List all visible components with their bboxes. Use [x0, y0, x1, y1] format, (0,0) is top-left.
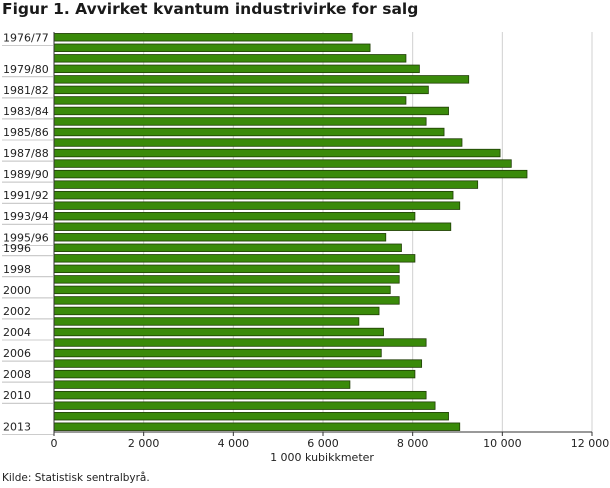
- category-label: 1991/92: [3, 189, 49, 202]
- x-tick-label: 0: [51, 437, 58, 450]
- bar-1991-92: [53, 190, 454, 200]
- category-label: 2010: [3, 389, 31, 402]
- bar-1997: [53, 254, 416, 263]
- bar-1985-86: [53, 127, 445, 137]
- x-tick-label: 4 000: [218, 437, 250, 450]
- bar-1992-93: [53, 201, 461, 210]
- bar-1977-78: [53, 43, 371, 52]
- bar-2012: [53, 412, 449, 421]
- bar-1986-87: [53, 138, 463, 147]
- category-labels: 1976/77 1979/80 1981/82 1983/84 1985/86 1987/…: [2, 31, 54, 436]
- bar-2010: [53, 390, 427, 400]
- category-label: 1976/77: [3, 31, 49, 44]
- bar-1995-96: [53, 233, 387, 242]
- bar-2006: [53, 348, 382, 358]
- bar-2009: [53, 380, 351, 389]
- category-label: 2000: [3, 284, 31, 297]
- bar-1993-94: [53, 212, 416, 221]
- bar-1989-90: [53, 169, 528, 179]
- bar-1982-83: [53, 96, 407, 105]
- category-label: 1989/90: [3, 168, 49, 181]
- category-label: 2008: [3, 368, 31, 381]
- category-label: 2004: [3, 326, 31, 339]
- category-label: 2006: [3, 347, 31, 360]
- bar-1988-89: [53, 159, 512, 168]
- bar-2011: [53, 401, 436, 410]
- category-label: 1993/94: [3, 210, 49, 223]
- category-label: 1995/96: [3, 231, 49, 244]
- category-label: 1996: [3, 242, 31, 255]
- bar-2005: [53, 338, 427, 347]
- category-label: 1998: [3, 263, 31, 276]
- x-tick-label: 2 000: [128, 437, 160, 450]
- bar-1984-85: [53, 117, 427, 126]
- x-tick-label: 10 000: [483, 437, 522, 450]
- source-note: Kilde: Statistisk sentralbyrå.: [2, 472, 150, 484]
- bar-1980-81: [53, 75, 470, 84]
- bar-1999: [53, 275, 400, 284]
- bar-2002: [53, 306, 380, 316]
- bar-1990-91: [53, 180, 479, 189]
- bars: [53, 33, 528, 431]
- category-label: 2002: [3, 305, 31, 318]
- category-label: 1985/86: [3, 126, 49, 139]
- bar-2004: [53, 327, 384, 337]
- x-tick-label: 12 000: [571, 437, 610, 450]
- chart-title: Figur 1. Avvirket kvantum industrivirke …: [2, 0, 419, 18]
- x-axis-label: 1 000 kubikkmeter: [270, 451, 374, 464]
- bar-1976-77: [53, 33, 353, 42]
- category-label: 1981/82: [3, 84, 49, 97]
- category-label: 1987/88: [3, 147, 49, 160]
- category-label: 2013: [3, 421, 31, 434]
- x-tick-label: 6 000: [307, 437, 339, 450]
- value-tick-labels: 0 2 000 4 000 6 000 8 000 10 000 12 000: [51, 432, 610, 450]
- bar-1983-84: [53, 106, 449, 116]
- bar-1978-79: [53, 54, 407, 63]
- bar-1996: [53, 243, 402, 252]
- bar-2001: [53, 296, 400, 305]
- bar-1981-82: [53, 85, 429, 95]
- bar-2008: [53, 369, 416, 379]
- bar-1994-95: [53, 222, 452, 231]
- bar-2000: [53, 285, 391, 295]
- category-label: 1979/80: [3, 63, 49, 76]
- bar-1998: [53, 264, 400, 274]
- bar-2013: [53, 422, 461, 431]
- bar-1979-80: [53, 64, 420, 74]
- bar-1987-88: [53, 148, 501, 158]
- bar-2007: [53, 359, 423, 368]
- category-label: 1983/84: [3, 105, 49, 118]
- bar-2003: [53, 317, 360, 326]
- x-tick-label: 8 000: [397, 437, 429, 450]
